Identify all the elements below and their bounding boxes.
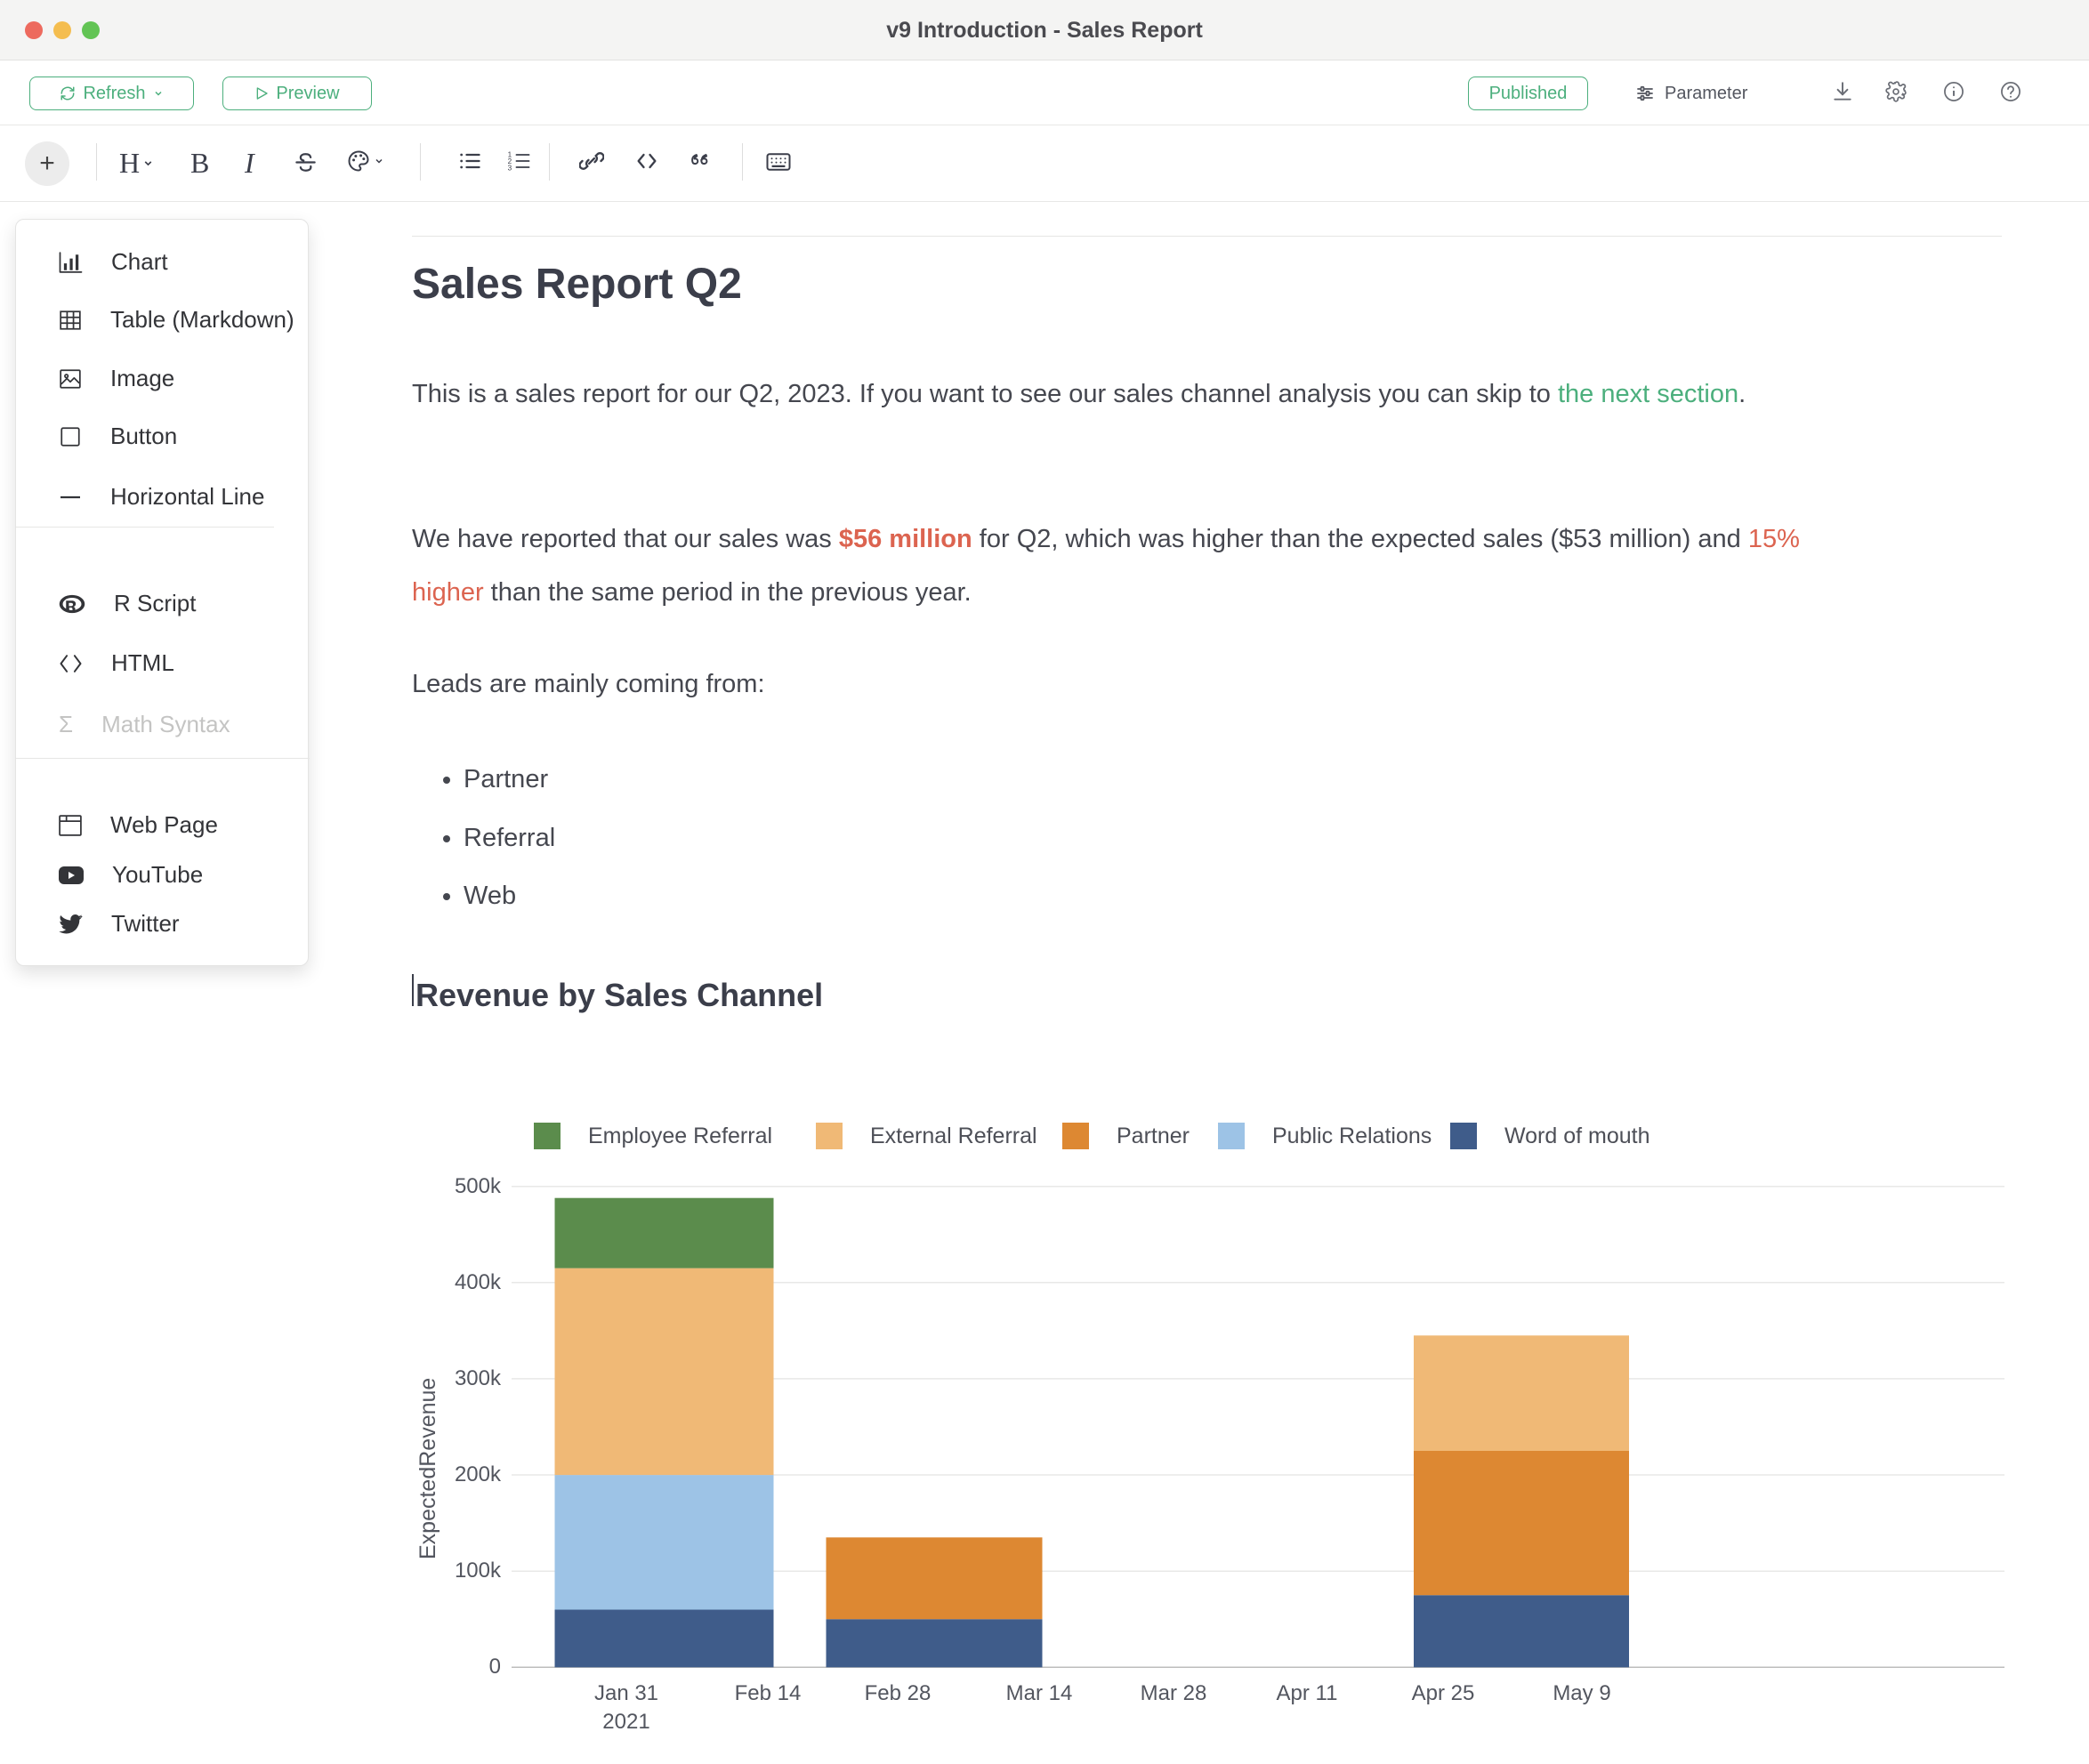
svg-text:200k: 200k <box>455 1462 502 1486</box>
svg-text:May 9: May 9 <box>1553 1681 1610 1705</box>
svg-text:3: 3 <box>508 165 512 173</box>
svg-text:Feb 28: Feb 28 <box>865 1681 932 1705</box>
svg-text:ExpectedRevenue: ExpectedRevenue <box>415 1378 440 1559</box>
svg-text:100k: 100k <box>455 1559 502 1583</box>
svg-text:400k: 400k <box>455 1270 502 1294</box>
svg-text:Mar 14: Mar 14 <box>1006 1681 1073 1705</box>
svg-text:Apr 11: Apr 11 <box>1277 1681 1338 1705</box>
svg-text:500k: 500k <box>455 1174 502 1198</box>
svg-text:300k: 300k <box>455 1366 502 1390</box>
svg-text:0: 0 <box>489 1655 501 1679</box>
svg-text:Mar 28: Mar 28 <box>1141 1681 1207 1705</box>
svg-text:Feb 14: Feb 14 <box>735 1681 802 1705</box>
svg-text:Jan 31: Jan 31 <box>594 1681 658 1705</box>
svg-text:Apr 25: Apr 25 <box>1412 1681 1475 1705</box>
svg-text:2021: 2021 <box>602 1710 649 1734</box>
